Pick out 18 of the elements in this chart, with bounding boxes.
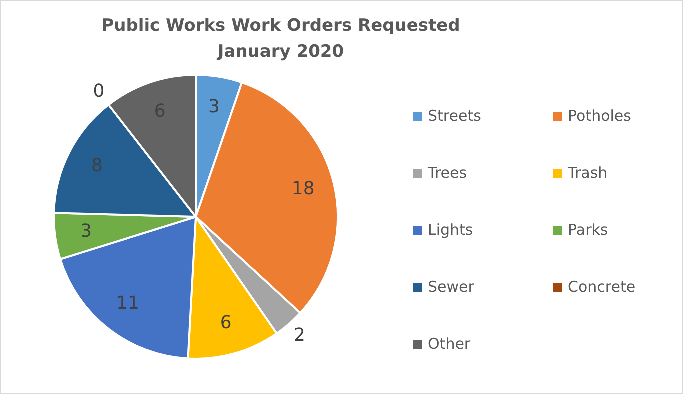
data-label: 3 [80, 220, 92, 242]
legend-label: Streets [428, 107, 482, 125]
legend-label: Sewer [428, 278, 474, 296]
chart-title: Public Works Work Orders Requested January 2020 [100, 15, 462, 64]
data-label: 2 [294, 324, 306, 346]
legend-label: Lights [428, 221, 474, 239]
data-label: 18 [292, 178, 315, 200]
data-label: 11 [116, 293, 140, 314]
legend-label: Other [428, 335, 471, 353]
data-label: 6 [220, 312, 232, 334]
data-label: 8 [91, 156, 103, 177]
legend-label: Parks [568, 221, 608, 239]
text: 0 [93, 80, 105, 102]
legend-label: Concrete [568, 278, 636, 296]
data-label: 3 [208, 96, 220, 118]
legend-label: Potholes [568, 107, 632, 125]
legend-label: Trash [568, 164, 608, 182]
legend-label: Trees [428, 164, 468, 182]
